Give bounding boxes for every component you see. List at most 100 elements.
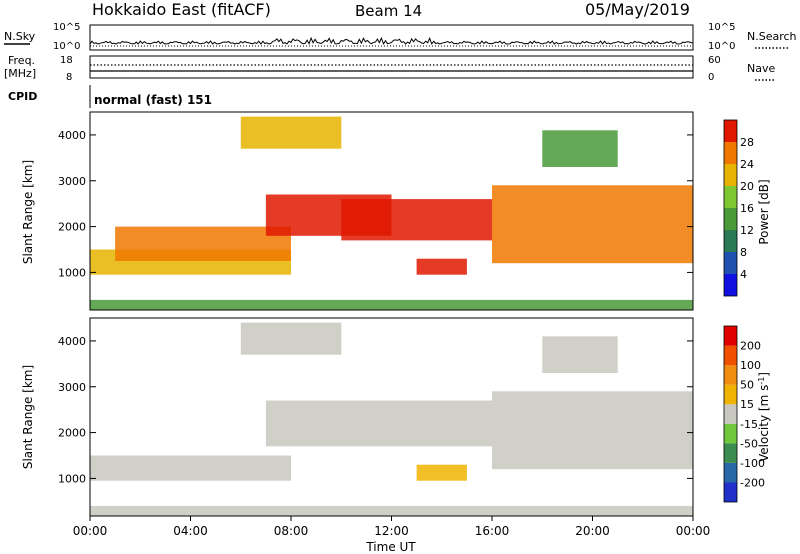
velocity-colorbar-swatch-6 — [724, 365, 737, 385]
velocity-region-5 — [240, 322, 342, 355]
velocity-region-4 — [416, 464, 467, 481]
velocity-y-label: Slant Range [km] — [21, 365, 35, 469]
nsky-series — [89, 36, 694, 46]
velocity-xtick-label-3: 12:00 — [374, 524, 409, 538]
velocity-colorbar-tick-3: 15 — [740, 398, 754, 411]
nsearch-tick-top: 10^5 — [708, 22, 735, 33]
power-colorbar-swatch-4 — [724, 186, 737, 208]
velocity-xtick-label-2: 08:00 — [274, 524, 309, 538]
power-colorbar-swatch-3 — [724, 208, 737, 230]
velocity-xtick-label-5: 20:00 — [575, 524, 610, 538]
velocity-xtick-label-4: 16:00 — [475, 524, 510, 538]
power-colorbar-swatch-6 — [724, 142, 737, 164]
power-colorbar-label: Power [dB] — [757, 179, 771, 244]
power-panel-frame — [89, 111, 694, 311]
velocity-xtick-label-6: 00:00 — [676, 524, 711, 538]
power-region-0 — [90, 299, 693, 310]
nsky-tick-bottom: 10^0 — [53, 41, 80, 52]
velocity-colorbar-label-end: ] — [757, 372, 771, 377]
cpid-label: CPID — [8, 90, 37, 103]
velocity-colorbar-label: Velocity [m s-1] — [757, 372, 771, 462]
power-region-6 — [416, 258, 467, 275]
velocity-colorbar-tick-5: -50 — [740, 437, 758, 450]
velocity-region-0 — [90, 505, 693, 516]
power-colorbar-swatch-1 — [724, 252, 737, 274]
nave-tick-bottom: 0 — [708, 72, 714, 83]
nsky-label: N.Sky — [4, 30, 36, 43]
velocity-ytick-label-3: 4000 — [58, 335, 86, 348]
velocity-colorbar-swatch-4 — [724, 404, 737, 424]
freq-label: Freq. — [8, 54, 35, 67]
power-colorbar-tick-6: 28 — [740, 136, 754, 149]
velocity-colorbar-swatch-0 — [724, 482, 737, 502]
power-colorbar-tick-4: 20 — [740, 180, 754, 193]
power-colorbar-frame — [723, 119, 738, 297]
velocity-colorbar-tick-7: -200 — [740, 476, 765, 489]
power-ytick-label-0: 1000 — [58, 266, 86, 279]
power-colorbar-tick-2: 12 — [740, 224, 754, 237]
nsky-tick-top: 10^5 — [53, 22, 80, 33]
power-colorbar-tick-1: 8 — [740, 246, 747, 259]
power-heatmap — [90, 116, 693, 310]
freq-unit-label: [MHz] — [4, 67, 36, 80]
nave-tick-top: 60 — [708, 55, 721, 66]
velocity-region-6 — [542, 336, 618, 373]
velocity-colorbar-label-sup: -1 — [757, 377, 766, 385]
velocity-colorbar-swatch-5 — [724, 384, 737, 405]
velocity-ytick-label-2: 3000 — [58, 381, 86, 394]
power-ytick-label-3: 4000 — [58, 129, 86, 142]
velocity-region-1 — [90, 455, 291, 481]
power-region-2 — [115, 226, 291, 261]
velocity-heatmap — [90, 322, 693, 516]
power-colorbar-tick-3: 16 — [740, 202, 754, 215]
velocity-colorbar-tick-2: 50 — [740, 379, 754, 392]
freq-panel-frame — [89, 55, 694, 79]
velocity-xtick-label-1: 04:00 — [173, 524, 208, 538]
velocity-x-axis: 00:00 04:00 08:00 12:00 16:00 20:00 00:00 — [73, 516, 711, 538]
power-y-axis: 1000 2000 3000 4000 — [58, 129, 693, 279]
velocity-colorbar-tick-6: -100 — [740, 457, 765, 470]
velocity-colorbar-swatch-7 — [724, 345, 737, 366]
beam-label: Beam 14 — [355, 2, 422, 20]
power-region-5 — [492, 185, 693, 264]
power-region-4 — [341, 199, 493, 241]
velocity-region-3 — [492, 391, 693, 470]
velocity-ytick-label-1: 2000 — [58, 427, 86, 440]
nave-label: Nave — [747, 62, 775, 75]
velocity-colorbar-swatch-1 — [724, 462, 737, 483]
velocity-region-2 — [265, 400, 492, 447]
power-colorbar-swatch-7 — [724, 120, 737, 142]
radar-title: Hokkaido East (fitACF) — [92, 0, 271, 19]
velocity-colorbar-swatch-3 — [724, 423, 737, 444]
velocity-colorbar-tick-1: 100 — [740, 359, 761, 372]
velocity-colorbar-swatch-8 — [724, 326, 737, 346]
x-axis-label: Time UT — [365, 540, 416, 554]
power-colorbar-swatch-2 — [724, 230, 737, 252]
nsearch-tick-bottom: 10^0 — [708, 41, 735, 52]
power-ytick-label-2: 3000 — [58, 175, 86, 188]
velocity-colorbar-frame — [723, 325, 738, 503]
velocity-ytick-label-0: 1000 — [58, 472, 86, 485]
power-colorbar-tick-5: 24 — [740, 158, 754, 171]
velocity-colorbar-swatch-2 — [724, 443, 737, 463]
velocity-colorbar-label-main: Velocity [m s — [757, 385, 771, 462]
power-colorbar-swatch-5 — [724, 164, 737, 186]
freq-tick-top: 18 — [60, 55, 73, 66]
velocity-colorbar-tick-0: 200 — [740, 340, 761, 353]
cpid-value: normal (fast) 151 — [94, 93, 212, 107]
power-ytick-label-1: 2000 — [58, 221, 86, 234]
power-colorbar-tick-0: 4 — [740, 268, 747, 281]
power-y-label: Slant Range [km] — [21, 160, 35, 264]
velocity-y-axis: 1000 2000 3000 4000 — [58, 335, 693, 485]
power-region-7 — [240, 116, 342, 149]
power-region-8 — [542, 130, 618, 167]
date-label: 05/May/2019 — [585, 0, 690, 19]
nsearch-label: N.Search — [747, 30, 797, 43]
velocity-colorbar: 200 100 50 15 -15 -50 -100 -200 — [723, 325, 765, 503]
velocity-xtick-label-0: 00:00 — [73, 524, 108, 538]
nsky-panel-frame — [89, 24, 694, 51]
power-colorbar: 4 8 12 16 20 24 28 — [723, 119, 754, 297]
power-colorbar-swatch-0 — [724, 274, 737, 296]
freq-tick-bottom: 8 — [66, 72, 72, 83]
